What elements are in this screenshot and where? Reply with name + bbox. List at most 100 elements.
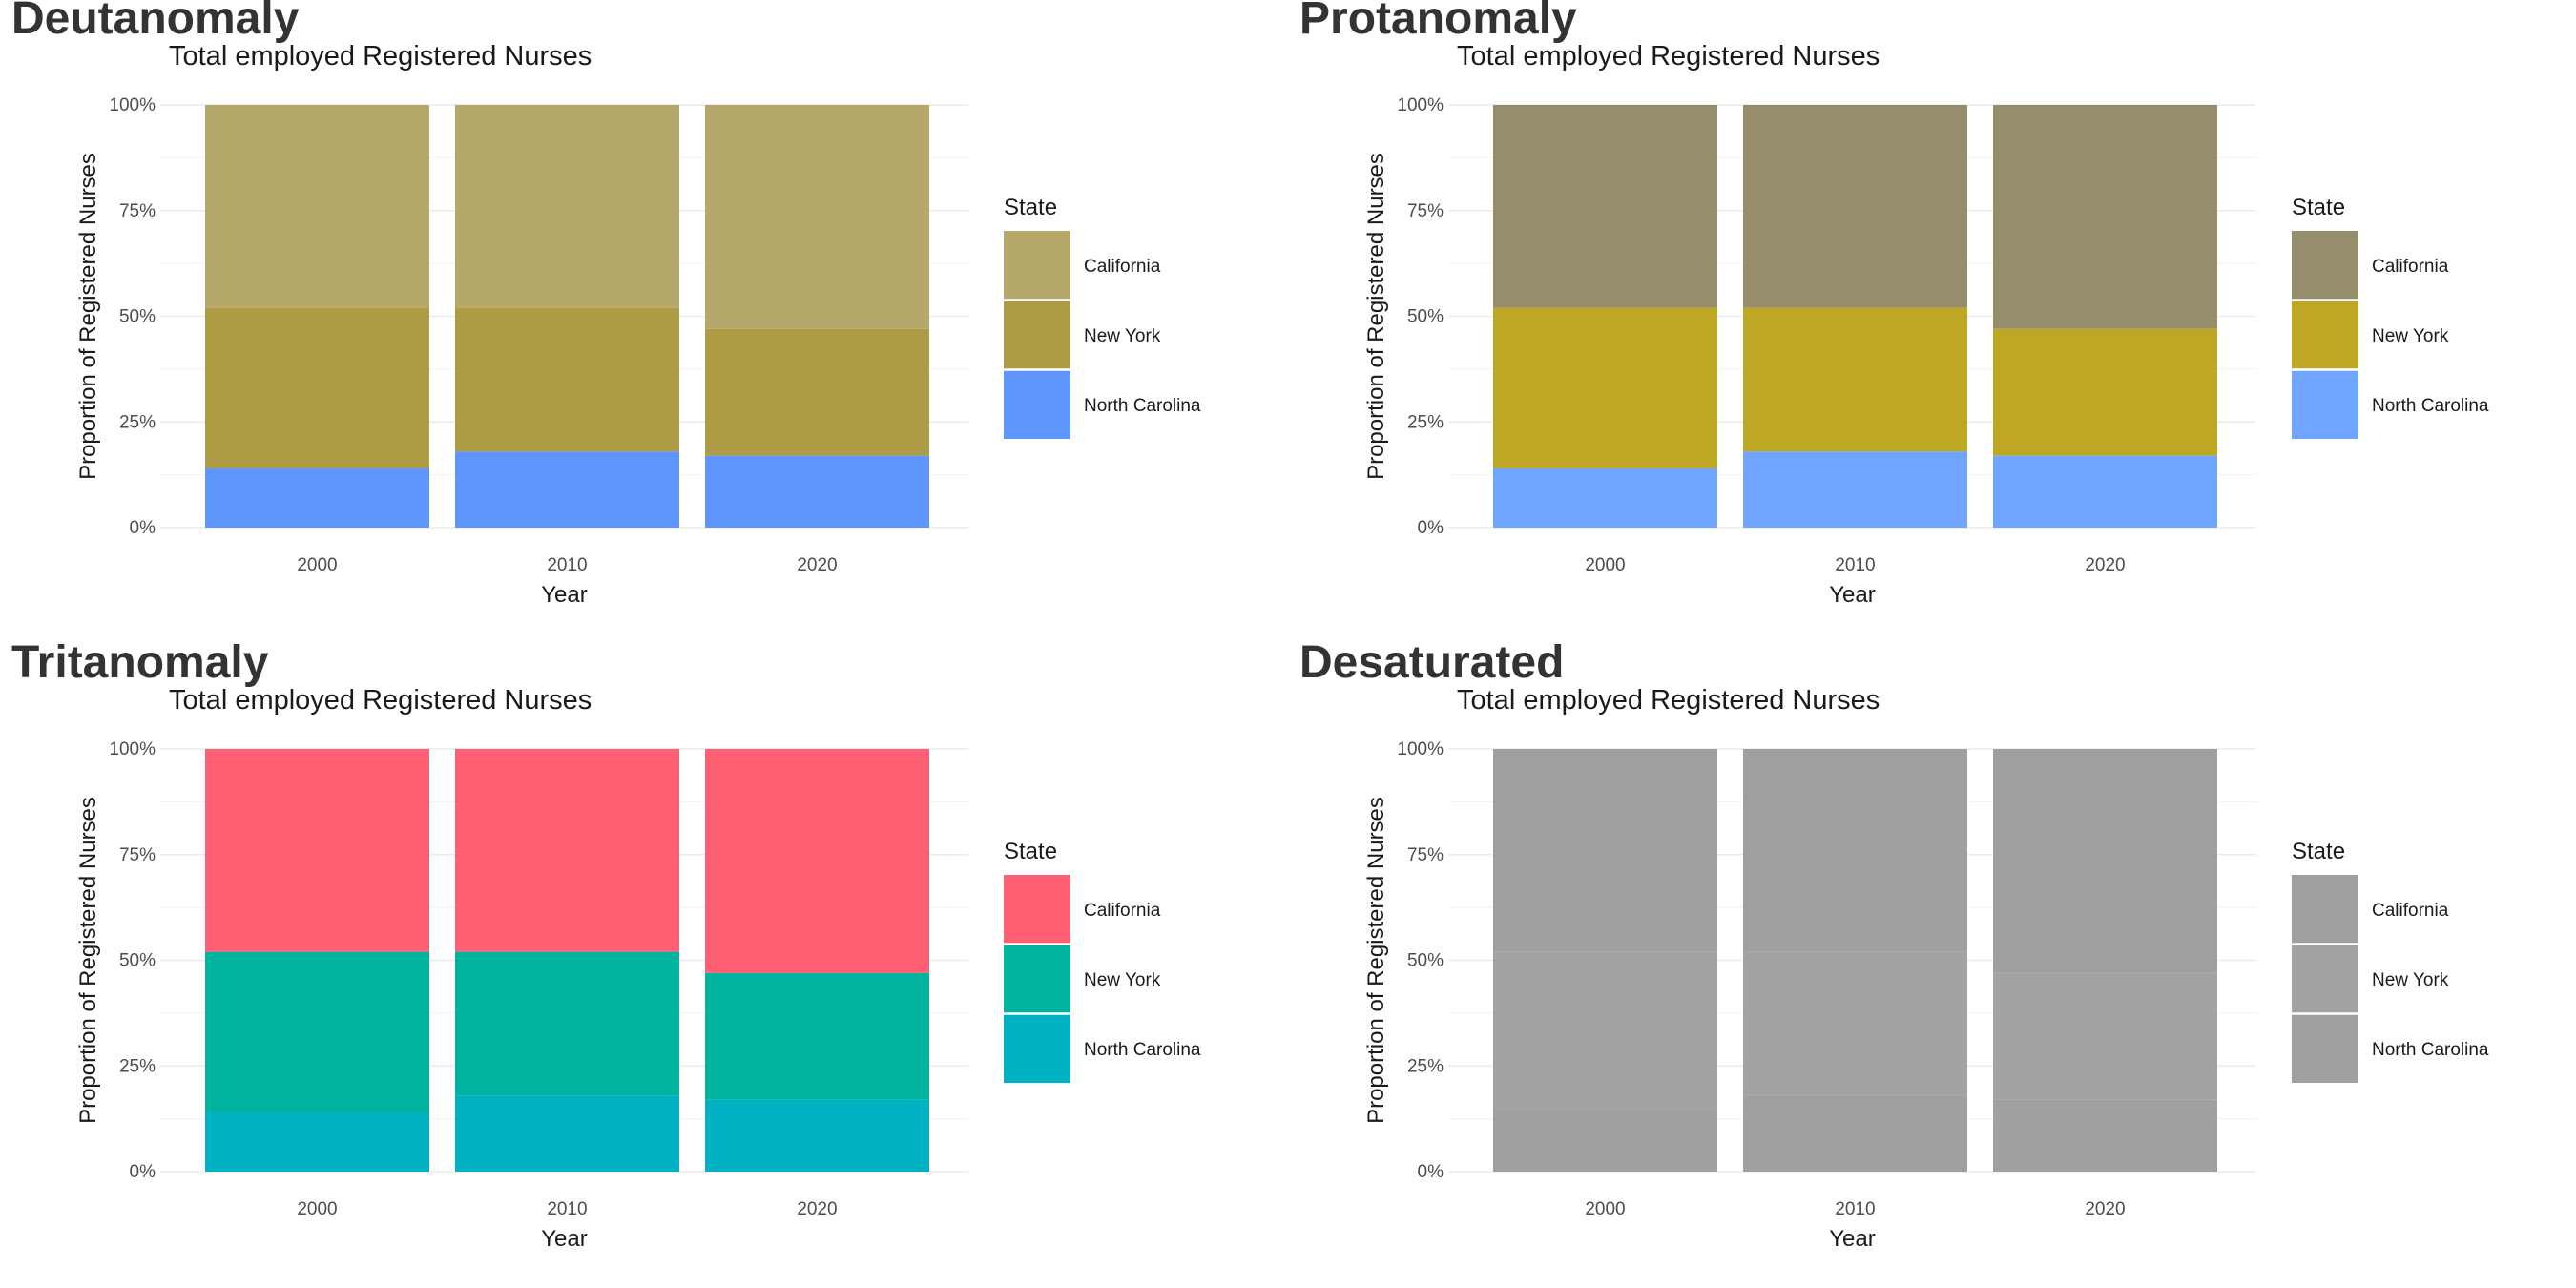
legend-key-california xyxy=(2292,231,2358,300)
stacked-bar-chart: 0% 25% 50% 75% 100% 2000 2010 2020 Total employe… xyxy=(75,685,1201,1252)
x-axis-title: Year xyxy=(1829,582,1876,608)
y-tick-label: 50% xyxy=(1407,951,1444,971)
bar-california-2000 xyxy=(1493,749,1717,952)
bar-north-carolina-2010 xyxy=(455,451,679,528)
y-tick-label: 0% xyxy=(1418,518,1444,538)
bar-north-carolina-2010 xyxy=(455,1095,679,1172)
y-tick-label: 0% xyxy=(1418,1162,1444,1182)
y-tick-label: 50% xyxy=(1407,307,1444,327)
bar-new-york-2020 xyxy=(705,328,929,456)
x-tick-label: 2010 xyxy=(547,1199,587,1219)
bar-new-york-2020 xyxy=(1993,972,2217,1100)
y-axis-title: Proportion of Registered Nurses xyxy=(1363,153,1389,480)
x-tick-label: 2010 xyxy=(1835,555,1875,575)
bar-california-2010 xyxy=(455,749,679,952)
legend-title: State xyxy=(1004,195,1057,220)
legend-label-california: California xyxy=(2372,257,2449,277)
bar-north-carolina-2000 xyxy=(205,1111,429,1172)
bar-california-2010 xyxy=(1743,749,1967,952)
bar-new-york-2000 xyxy=(205,307,429,468)
bar-new-york-2000 xyxy=(205,951,429,1112)
bar-new-york-2000 xyxy=(1493,307,1717,468)
y-tick-label: 75% xyxy=(119,201,156,221)
panel-heading: Deutanomaly xyxy=(11,0,300,44)
panel-desaturated: Desaturated 0% 25% 50% 75% 100% 2000 2010 2020 T… xyxy=(1288,637,2576,1288)
bar-california-2000 xyxy=(205,749,429,952)
legend-key-new-york xyxy=(2292,945,2358,1013)
legend-title: State xyxy=(2292,195,2345,220)
x-tick-label: 2010 xyxy=(1835,1199,1875,1219)
panel-heading: Desaturated xyxy=(1299,637,1565,688)
x-tick-label: 2000 xyxy=(297,555,337,575)
bar-california-2020 xyxy=(705,749,929,973)
chart-title: Total employed Registered Nurses xyxy=(1457,41,1880,72)
legend-label-new-york: New York xyxy=(2372,970,2449,990)
y-tick-label: 25% xyxy=(1407,412,1444,432)
x-tick-label: 2000 xyxy=(1585,555,1625,575)
x-tick-label: 2010 xyxy=(547,555,587,575)
bar-california-2000 xyxy=(205,105,429,308)
bar-north-carolina-2020 xyxy=(705,455,929,528)
legend-key-new-york xyxy=(1004,301,1070,369)
panel-deutanomaly: Deutanomaly 0% 25% 50% 75% 100% 2000 2010 2020 T… xyxy=(0,0,1288,644)
legend-label-north-carolina: North Carolina xyxy=(2372,1040,2489,1060)
legend-label-new-york: New York xyxy=(2372,326,2449,346)
legend-label-north-carolina: North Carolina xyxy=(2372,396,2489,416)
legend-label-california: California xyxy=(1084,257,1161,277)
bar-north-carolina-2020 xyxy=(705,1099,929,1172)
chart-title: Total employed Registered Nurses xyxy=(169,41,592,72)
y-axis-title: Proportion of Registered Nurses xyxy=(1363,797,1389,1124)
bar-new-york-2020 xyxy=(705,972,929,1100)
legend-key-north-carolina xyxy=(2292,370,2358,439)
bar-new-york-2020 xyxy=(1993,328,2217,456)
y-tick-label: 75% xyxy=(1407,845,1444,865)
bar-north-carolina-2010 xyxy=(1743,1095,1967,1172)
y-tick-label: 100% xyxy=(1397,739,1444,759)
chart-title: Total employed Registered Nurses xyxy=(169,685,592,716)
x-tick-label: 2000 xyxy=(297,1199,337,1219)
y-axis-title: Proportion of Registered Nurses xyxy=(75,797,101,1124)
bar-california-2020 xyxy=(705,105,929,329)
bar-california-2000 xyxy=(1493,105,1717,308)
bar-new-york-2010 xyxy=(455,951,679,1096)
legend-key-california xyxy=(1004,231,1070,300)
legend-label-california: California xyxy=(1084,901,1161,921)
legend-label-north-carolina: North Carolina xyxy=(1084,396,1201,416)
y-tick-label: 0% xyxy=(130,1162,156,1182)
y-tick-label: 50% xyxy=(119,307,156,327)
bar-north-carolina-2000 xyxy=(205,467,429,528)
legend-label-north-carolina: North Carolina xyxy=(1084,1040,1201,1060)
bar-new-york-2010 xyxy=(1743,307,1967,452)
x-axis-title: Year xyxy=(541,1226,588,1252)
legend-label-new-york: New York xyxy=(1084,970,1161,990)
x-axis-title: Year xyxy=(1829,1226,1876,1252)
bar-north-carolina-2020 xyxy=(1993,455,2217,528)
legend-key-north-carolina xyxy=(2292,1014,2358,1083)
legend-label-new-york: New York xyxy=(1084,326,1161,346)
legend-key-new-york xyxy=(1004,945,1070,1013)
y-tick-label: 100% xyxy=(109,739,156,759)
bar-north-carolina-2000 xyxy=(1493,467,1717,528)
x-axis-title: Year xyxy=(541,582,588,608)
panel-heading: Tritanomaly xyxy=(11,637,269,688)
legend-label-california: California xyxy=(2372,901,2449,921)
bar-california-2020 xyxy=(1993,105,2217,329)
bar-california-2020 xyxy=(1993,749,2217,973)
chart-title: Total employed Registered Nurses xyxy=(1457,685,1880,716)
bar-new-york-2000 xyxy=(1493,951,1717,1112)
legend-key-california xyxy=(1004,875,1070,944)
x-tick-label: 2000 xyxy=(1585,1199,1625,1219)
legend-key-california xyxy=(2292,875,2358,944)
x-tick-label: 2020 xyxy=(797,1199,837,1219)
stacked-bar-chart: 0% 25% 50% 75% 100% 2000 2010 2020 Total employe… xyxy=(1363,41,2489,608)
y-tick-label: 25% xyxy=(119,412,156,432)
bar-new-york-2010 xyxy=(1743,951,1967,1096)
y-tick-label: 75% xyxy=(119,845,156,865)
panel-protanomaly: Protanomaly 0% 25% 50% 75% 100% 2000 2010 2020 T… xyxy=(1288,0,2576,644)
y-tick-label: 50% xyxy=(119,951,156,971)
bar-north-carolina-2000 xyxy=(1493,1111,1717,1172)
y-tick-label: 25% xyxy=(1407,1056,1444,1076)
panel-tritanomaly: Tritanomaly 0% 25% 50% 75% 100% 2000 2010 2020 T… xyxy=(0,637,1288,1288)
x-tick-label: 2020 xyxy=(797,555,837,575)
panel-heading: Protanomaly xyxy=(1299,0,1577,44)
